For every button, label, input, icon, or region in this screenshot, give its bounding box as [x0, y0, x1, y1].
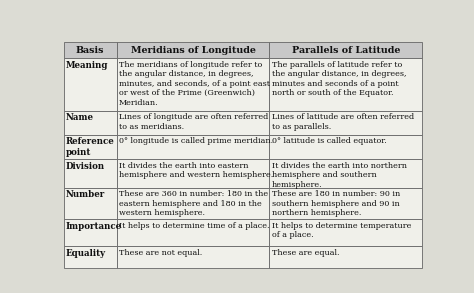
Text: It divides the earth into eastern
hemisphere and western hemisphere.: It divides the earth into eastern hemisp… — [119, 161, 273, 179]
Text: The parallels of latitude refer to
the angular distance, in degrees,
minutes and: The parallels of latitude refer to the a… — [272, 61, 406, 97]
Text: It divides the earth into northern
hemisphere and southern
hemisphere.: It divides the earth into northern hemis… — [272, 161, 407, 188]
Bar — [117, 111, 269, 135]
Text: Reference
point: Reference point — [66, 137, 115, 157]
Bar — [117, 188, 269, 219]
Text: The meridians of longitude refer to
the angular distance, in degrees,
minutes, a: The meridians of longitude refer to the … — [119, 61, 270, 107]
Text: Division: Division — [66, 161, 105, 171]
Bar — [64, 42, 117, 59]
Text: Lines of latitude are often referred
to as parallels.: Lines of latitude are often referred to … — [272, 113, 414, 131]
Text: 0° latitude is called equator.: 0° latitude is called equator. — [272, 137, 386, 145]
Text: These are 360 in number: 180 in the
eastern hemisphere and 180 in the
western he: These are 360 in number: 180 in the east… — [119, 190, 268, 217]
Bar — [64, 135, 117, 159]
Text: Parallels of Latitude: Parallels of Latitude — [292, 46, 400, 55]
Text: These are not equal.: These are not equal. — [119, 249, 202, 257]
Text: Meaning: Meaning — [66, 61, 109, 70]
Bar — [269, 246, 422, 268]
Text: Name: Name — [66, 113, 94, 122]
Text: Number: Number — [66, 190, 105, 199]
Text: Basis: Basis — [76, 46, 104, 55]
Bar — [269, 188, 422, 219]
Bar — [117, 246, 269, 268]
Bar — [64, 246, 117, 268]
Text: It helps to determine temperature
of a place.: It helps to determine temperature of a p… — [272, 222, 411, 239]
Bar — [269, 219, 422, 246]
Bar — [269, 111, 422, 135]
Bar — [269, 42, 422, 59]
Text: Equality: Equality — [66, 249, 106, 258]
Bar — [117, 42, 269, 59]
Bar — [117, 135, 269, 159]
Bar — [117, 219, 269, 246]
Bar — [64, 219, 117, 246]
Bar — [117, 59, 269, 111]
Text: Lines of longitude are often referred
to as meridians.: Lines of longitude are often referred to… — [119, 113, 268, 131]
Bar — [64, 59, 117, 111]
Text: These are equal.: These are equal. — [272, 249, 339, 257]
Text: It helps to determine time of a place.: It helps to determine time of a place. — [119, 222, 269, 230]
Bar — [64, 111, 117, 135]
Text: 0° longitude is called prime meridian.: 0° longitude is called prime meridian. — [119, 137, 273, 145]
Text: Importance: Importance — [66, 222, 122, 231]
Bar — [269, 135, 422, 159]
Bar — [117, 159, 269, 188]
Bar — [64, 188, 117, 219]
Bar — [64, 159, 117, 188]
Bar — [269, 59, 422, 111]
Text: These are 180 in number: 90 in
southern hemisphere and 90 in
northern hemisphere: These are 180 in number: 90 in southern … — [272, 190, 400, 217]
Bar — [269, 159, 422, 188]
Text: Meridians of Longitude: Meridians of Longitude — [131, 46, 255, 55]
